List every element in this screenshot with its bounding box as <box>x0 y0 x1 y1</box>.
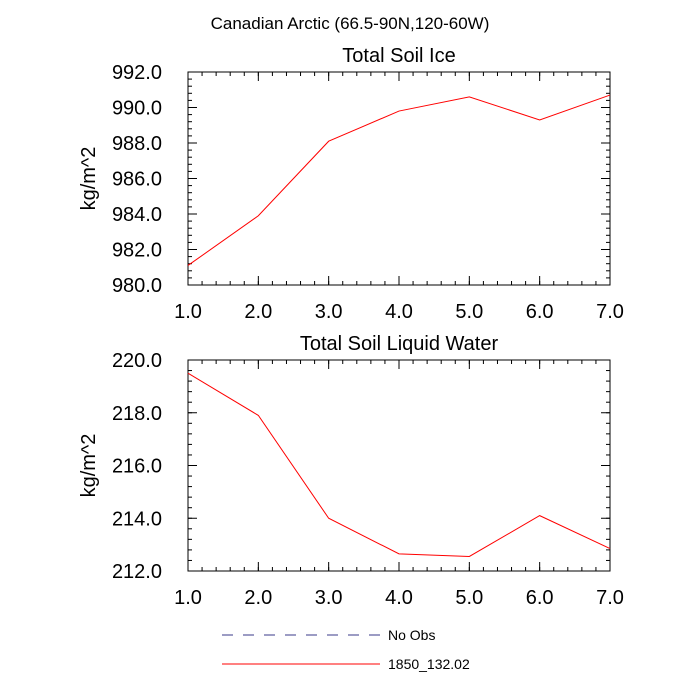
chart-title: Total Soil Liquid Water <box>300 333 499 355</box>
chart-panel-2: Total Soil Liquid Water kg/m^2 1.0 2.0 3.0 4.… <box>78 333 624 609</box>
x-tick-label: 5.0 <box>455 587 483 609</box>
x-tick-label: 7.0 <box>596 301 624 323</box>
y-tick-label: 218.0 <box>112 403 162 425</box>
plot-frame <box>187 359 611 572</box>
y-tick-label: 986.0 <box>112 169 162 191</box>
y-axis-label: kg/m^2 <box>78 147 100 211</box>
x-tick-label: 3.0 <box>315 587 343 609</box>
x-tick-label: 1.0 <box>174 587 202 609</box>
chart-title: Total Soil Ice <box>342 45 455 67</box>
x-tick-label: 3.0 <box>315 301 343 323</box>
y-tick-label: 980.0 <box>112 275 162 297</box>
plot-frame <box>187 71 611 286</box>
series-line <box>187 372 611 557</box>
y-tick-label: 990.0 <box>112 98 162 120</box>
y-tick-label: 216.0 <box>112 456 162 478</box>
y-tick-label: 214.0 <box>112 508 162 530</box>
y-tick-label: 992.0 <box>112 62 162 84</box>
y-tick-label: 984.0 <box>112 204 162 226</box>
x-tick-label: 6.0 <box>526 301 554 323</box>
y-tick-label: 212.0 <box>112 561 162 583</box>
y-tick-label: 982.0 <box>112 240 162 262</box>
chart-panel-1: Total Soil Ice kg/m^2 1.0 2.0 3.0 4.0 5.0 6.0 7.… <box>78 45 624 323</box>
x-tick-label: 7.0 <box>596 587 624 609</box>
legend-label: 1850_132.02 <box>388 656 470 672</box>
legend: No Obs 1850_132.02 <box>222 627 470 672</box>
y-tick-label: 988.0 <box>112 133 162 155</box>
figure-title: Canadian Arctic (66.5-90N,120-60W) <box>211 14 490 33</box>
x-tick-label: 4.0 <box>385 301 413 323</box>
x-tick-label: 6.0 <box>526 587 554 609</box>
x-tick-label: 2.0 <box>244 587 272 609</box>
x-tick-label: 5.0 <box>455 301 483 323</box>
x-tick-label: 1.0 <box>174 301 202 323</box>
y-axis-label: kg/m^2 <box>78 434 100 498</box>
x-tick-label: 2.0 <box>244 301 272 323</box>
y-tick-label: 220.0 <box>112 350 162 372</box>
legend-label: No Obs <box>388 627 435 643</box>
x-tick-label: 4.0 <box>385 587 413 609</box>
series-line <box>187 94 611 266</box>
